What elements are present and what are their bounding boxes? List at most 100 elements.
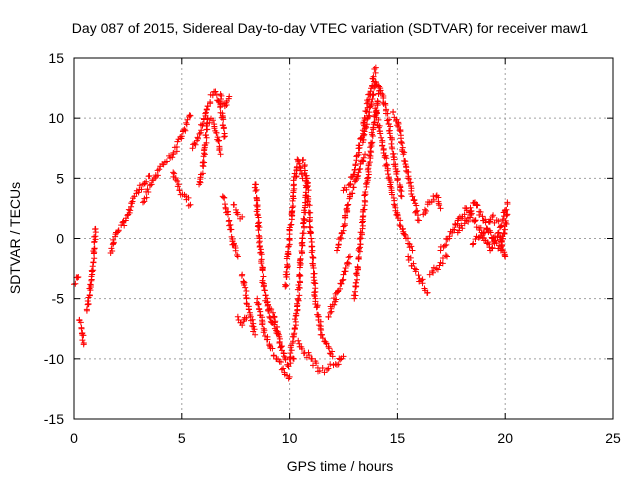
data-point-trail — [292, 318, 299, 325]
data-point — [176, 187, 183, 194]
data-point-trail — [163, 158, 170, 165]
data-point-trail — [468, 207, 475, 214]
data-point-trail — [341, 222, 348, 229]
data-point — [252, 331, 259, 338]
data-point-trail — [201, 147, 208, 154]
data-point-trail — [419, 280, 426, 287]
data-point-trail — [267, 314, 274, 321]
data-point-trail — [321, 369, 328, 376]
data-point — [148, 181, 155, 188]
data-point-trail — [284, 261, 291, 268]
data-point-trail — [407, 254, 414, 261]
data-point — [437, 205, 444, 212]
data-point — [234, 253, 241, 260]
data-point-trail — [203, 106, 210, 113]
data-point-trail — [258, 260, 265, 267]
data-point-trail — [256, 224, 263, 231]
data-point-trail — [328, 305, 335, 312]
data-point-trail — [238, 272, 245, 279]
data-point-trail — [297, 255, 304, 262]
data-point-trail — [115, 227, 122, 234]
data-point-trail — [271, 314, 278, 321]
data-point — [280, 365, 287, 372]
series-arc-10 — [219, 193, 241, 260]
data-point-trail — [296, 284, 303, 291]
data-point-trail — [377, 87, 384, 94]
data-point-trail — [477, 224, 484, 231]
data-point-trail — [77, 319, 84, 326]
y-tick-label: -5 — [52, 291, 65, 307]
data-point-trail — [365, 162, 372, 169]
x-tick-label: 20 — [497, 430, 513, 446]
data-point-trail — [472, 217, 479, 224]
data-point-trail — [402, 231, 409, 238]
data-point-trail — [283, 268, 290, 275]
data-point-trail — [489, 244, 496, 251]
x-tick-labels: 0 5 10 15 20 25 — [70, 430, 621, 446]
data-point-trail — [345, 254, 352, 261]
data-point-trail — [413, 202, 420, 209]
data-point — [426, 271, 433, 278]
data-point-trail — [304, 183, 311, 190]
data-point-trail — [253, 186, 260, 193]
data-point — [504, 211, 511, 218]
data-point-trail — [145, 189, 152, 196]
data-point-trail — [439, 260, 446, 267]
chart-title: Day 087 of 2015, Sidereal Day-to-day VTE… — [72, 20, 589, 36]
data-point-trail — [404, 235, 411, 242]
data-point-trail — [272, 318, 279, 325]
data-point-trail — [324, 366, 331, 373]
data-point-trail — [228, 226, 235, 233]
data-point-trail — [362, 107, 369, 114]
data-point-trail — [288, 347, 295, 354]
data-point-trail — [360, 154, 367, 161]
data-point-trail — [383, 161, 390, 168]
data-point — [364, 175, 371, 182]
data-point-trail — [343, 186, 350, 193]
data-point-trail — [183, 119, 190, 126]
data-point-trail — [301, 163, 308, 170]
data-point-trail — [202, 110, 209, 117]
data-point-trail — [439, 255, 446, 262]
data-point-trail — [400, 228, 407, 235]
data-point-trail — [89, 268, 96, 275]
data-point-trail — [301, 224, 308, 231]
data-point-trail — [395, 123, 402, 130]
data-point-trail — [285, 244, 292, 251]
data-point-trail — [353, 270, 360, 277]
data-point-trail — [473, 201, 480, 208]
data-point-trail — [361, 192, 368, 199]
data-point-trail — [340, 276, 347, 283]
data-point-trail — [388, 140, 395, 147]
data-point-trail — [311, 270, 318, 277]
data-point-trail — [499, 241, 506, 248]
data-point-trail — [283, 372, 290, 379]
data-point-trail — [220, 116, 227, 123]
data-point-trail — [309, 355, 316, 362]
data-point-trail — [479, 213, 486, 220]
data-point-trail — [212, 88, 219, 95]
data-point-trail — [344, 202, 351, 209]
data-point-trail — [257, 246, 264, 253]
data-point-trail — [353, 270, 360, 277]
x-tick-label: 5 — [178, 430, 186, 446]
data-point-trail — [300, 156, 307, 163]
data-point-trail — [226, 222, 233, 229]
data-point — [217, 151, 224, 158]
data-point-trail — [363, 124, 370, 131]
data-point-trail — [375, 116, 382, 123]
data-point-trail — [309, 253, 316, 260]
data-point-trail — [442, 252, 449, 259]
data-point-trail — [290, 177, 297, 184]
data-point-trail — [352, 292, 359, 299]
series-arc-9 — [217, 91, 233, 110]
data-point-trail — [183, 121, 190, 128]
data-point-trail — [252, 181, 259, 188]
data-point-trail — [220, 124, 227, 131]
data-point-trail — [299, 345, 306, 352]
series-arc-16 — [265, 301, 297, 370]
data-point-trail — [430, 269, 437, 276]
data-point-trail — [151, 175, 158, 182]
data-point — [226, 93, 233, 100]
data-point-trail — [315, 311, 322, 318]
